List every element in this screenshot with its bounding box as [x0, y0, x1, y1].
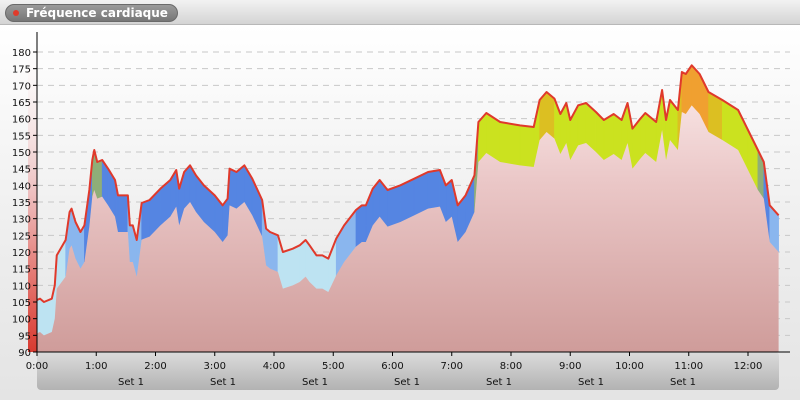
lower-area [37, 105, 779, 352]
x-tick-label: 12:00 [734, 361, 763, 372]
set-label: Set 1 [486, 377, 512, 388]
y-tick-label: 100 [12, 315, 31, 326]
zone-fill-segment [39, 298, 45, 336]
zone-fill-segment [355, 204, 363, 248]
zone-fill-segment [577, 102, 587, 146]
y-tick-label: 110 [12, 281, 31, 292]
y-tick-label: 130 [12, 215, 31, 226]
red-dot-icon [13, 10, 19, 16]
zone-fill-segment [613, 113, 622, 161]
zone-fill-segment [316, 255, 323, 289]
y-tick-label: 150 [12, 148, 31, 159]
x-tick-label: 4:00 [263, 361, 285, 372]
y-tick-label: 120 [12, 248, 31, 259]
zone-fill-segment [265, 228, 271, 270]
zone-fill-segment [141, 199, 150, 241]
y-tick-label: 90 [18, 348, 31, 359]
x-tick-label: 5:00 [322, 361, 344, 372]
zone-fill-segment [129, 225, 134, 263]
heart-rate-line [36, 64, 780, 303]
y-tick-label: 145 [12, 165, 31, 176]
y-tick-label: 95 [18, 331, 31, 342]
zone-fill-segment [117, 195, 129, 233]
zone-fill-segment [681, 71, 687, 115]
chart-title: Fréquence cardiaque [26, 6, 168, 20]
x-tick-label: 6:00 [381, 361, 403, 372]
y-tick-label: 125 [12, 231, 31, 242]
y-tick-label: 180 [12, 48, 31, 59]
y-tick-label: 105 [12, 298, 31, 309]
zone-fill-segment [445, 179, 453, 223]
zone-fill-segment [229, 168, 237, 210]
zone-fill-segment [43, 298, 53, 336]
x-tick-label: 1:00 [85, 361, 107, 372]
title-bar: Fréquence cardiaque [0, 0, 800, 25]
y-tick-label: 175 [12, 65, 31, 76]
set-label: Set 1 [210, 377, 236, 388]
x-tick-label: 2:00 [144, 361, 166, 372]
y-tick-label: 135 [12, 198, 31, 209]
set-label: Set 1 [578, 377, 604, 388]
zone-fill-segment [96, 159, 103, 200]
zone-fill-segment [427, 169, 441, 210]
x-tick-label: 8:00 [500, 361, 522, 372]
zone-fill-segment [361, 205, 367, 243]
y-axis-zone-bar [28, 32, 37, 352]
zone-fill-segment [269, 231, 279, 273]
set-label: Set 1 [670, 377, 696, 388]
zone-fill-segment [387, 184, 401, 228]
zone-fill-segment [292, 244, 300, 286]
chart-title-pill[interactable]: Fréquence cardiaque [5, 4, 178, 22]
set-label: Set 1 [394, 377, 420, 388]
x-tick-label: 10:00 [615, 361, 644, 372]
zone-fill-segment [546, 91, 555, 140]
zone-fill-segment [282, 248, 294, 290]
x-tick-label: 0:00 [26, 361, 48, 372]
zone-fill-segment [322, 254, 329, 293]
y-tick-label: 155 [12, 131, 31, 142]
zone-fill-segment [519, 124, 535, 168]
y-tick-label: 170 [12, 81, 31, 92]
set-label: Set 1 [118, 377, 144, 388]
zone-fill-segment [603, 113, 614, 161]
set-band [37, 352, 779, 390]
y-tick-label: 165 [12, 98, 31, 109]
set-label: Set 1 [302, 377, 328, 388]
x-tick-label: 9:00 [559, 361, 581, 372]
x-tick-label: 11:00 [674, 361, 703, 372]
y-tick-label: 115 [12, 265, 31, 276]
zone-fill-segment [499, 121, 521, 166]
zone-fill-segment [299, 239, 306, 283]
y-tick-label: 160 [12, 115, 31, 126]
x-tick-label: 7:00 [441, 361, 463, 372]
zone-fill-segment [640, 112, 646, 160]
y-tick-label: 140 [12, 181, 31, 192]
zone-fill-segment [305, 239, 310, 283]
x-tick-label: 3:00 [204, 361, 226, 372]
